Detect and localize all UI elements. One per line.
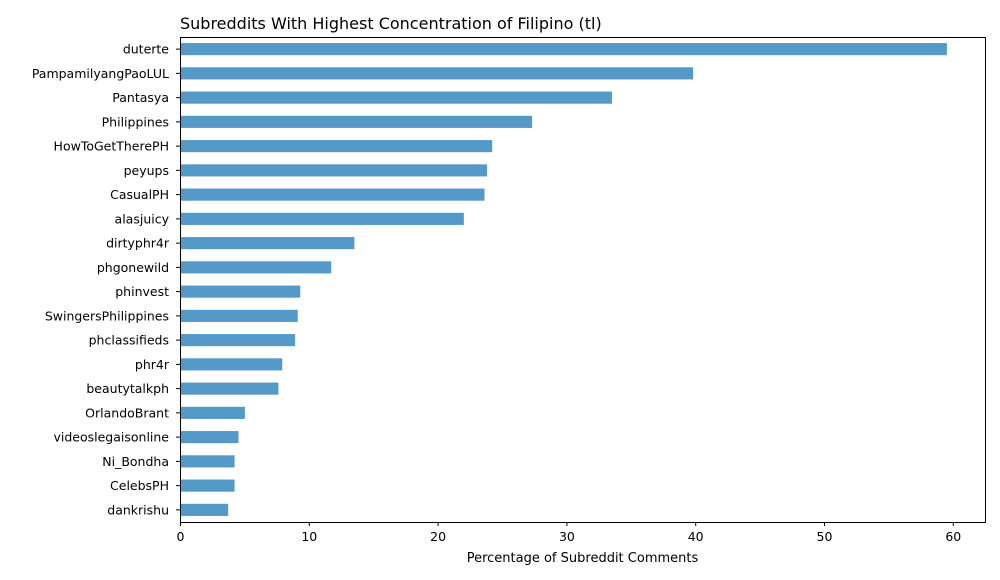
y-tick-label: CasualPH (110, 187, 169, 202)
y-tick-label: CelebsPH (110, 478, 169, 493)
y-tick-label: videoslegaisonline (53, 430, 169, 445)
y-tick-label: OrlandoBrant (85, 405, 169, 420)
bar-Ni_Bondha (180, 455, 235, 468)
x-tick-label: 30 (559, 529, 575, 544)
y-tick-label: Ni_Bondha (102, 454, 169, 469)
bar-duterte (180, 43, 947, 56)
bar-HowToGetTherePH (180, 140, 493, 153)
bar-phinvest (180, 285, 301, 298)
bar-beautytalkph (180, 382, 279, 395)
bar-videoslegaisonline (180, 431, 239, 444)
y-tick-label: dankrishu (107, 502, 169, 517)
x-axis: 0 10 20 30 40 50 60 (177, 522, 961, 544)
x-tick-label: 60 (945, 529, 961, 544)
bar-peyups (180, 164, 488, 177)
y-tick-label: PampamilyangPaoLUL (32, 66, 169, 81)
y-tick-label: HowToGetTherePH (54, 139, 169, 154)
bar-dirtyphr4r (180, 237, 355, 250)
bar-Pantasya (180, 91, 612, 104)
x-tick-label: 50 (817, 529, 833, 544)
x-tick-label: 20 (430, 529, 446, 544)
y-tick-label: peyups (124, 163, 169, 178)
bar-phclassifieds (180, 334, 296, 347)
y-tick-label: phclassifieds (89, 333, 169, 348)
x-tick-label: 0 (177, 529, 185, 544)
bar-OrlandoBrant (180, 406, 245, 419)
chart-title: Subreddits With Highest Concentration of… (180, 14, 602, 33)
y-tick-label: phgonewild (97, 260, 169, 275)
bars-group (180, 43, 947, 516)
bar-phgonewild (180, 261, 332, 274)
bar-Philippines (180, 115, 533, 128)
bar-alasjuicy (180, 212, 464, 225)
y-axis: duterte PampamilyangPaoLUL Pantasya Philipp… (32, 42, 180, 517)
y-tick-label: beautytalkph (86, 381, 169, 396)
bar-phr4r (180, 358, 283, 371)
x-tick-label: 10 (301, 529, 317, 544)
bar-CelebsPH (180, 479, 235, 492)
y-tick-label: phr4r (135, 357, 170, 372)
y-tick-label: dirtyphr4r (106, 236, 170, 251)
y-tick-label: Philippines (102, 114, 169, 129)
y-tick-label: duterte (123, 42, 169, 57)
bar-SwingersPhilippines (180, 309, 298, 322)
x-axis-title: Percentage of Subreddit Comments (467, 551, 699, 566)
y-tick-label: SwingersPhilippines (45, 308, 169, 323)
bar-PampamilyangPaoLUL (180, 67, 694, 80)
bar-CasualPH (180, 188, 485, 201)
y-tick-label: phinvest (115, 284, 169, 299)
x-tick-label: 40 (688, 529, 704, 544)
bar-dankrishu (180, 503, 229, 516)
plot-frame (180, 37, 986, 523)
y-tick-label: alasjuicy (115, 211, 170, 226)
y-tick-label: Pantasya (112, 90, 169, 105)
